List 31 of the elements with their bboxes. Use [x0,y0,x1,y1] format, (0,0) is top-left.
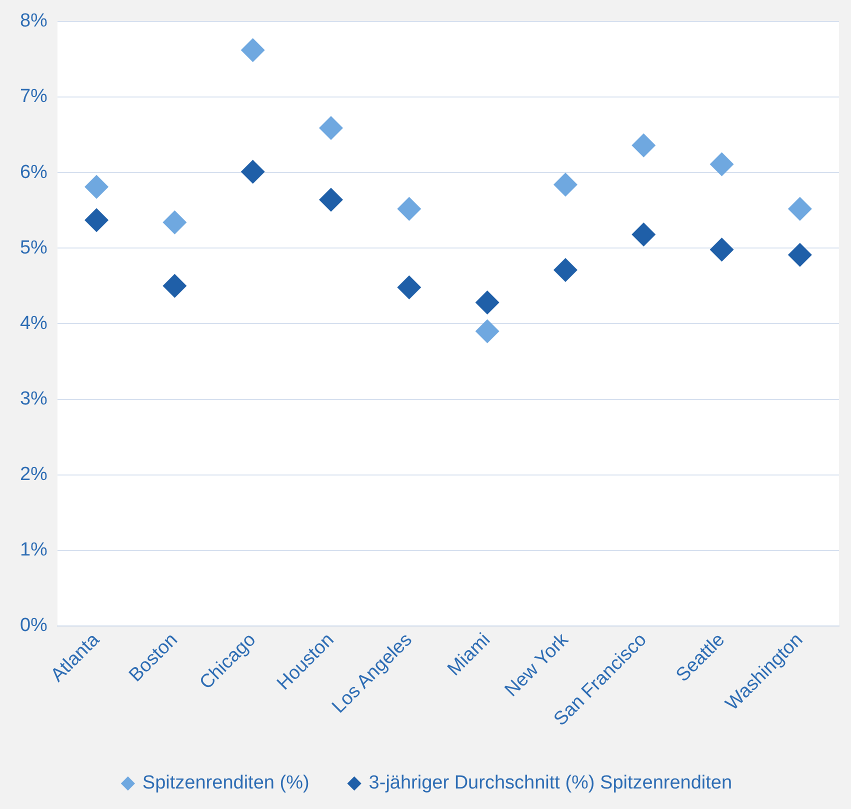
legend-label: 3-jähriger Durchschnitt (%) Spitzenrenditen [368,772,732,794]
y-tick-label: 2% [20,464,48,486]
point [397,196,422,221]
y-tick-label: 7% [20,86,48,108]
point [240,38,265,62]
point [319,188,343,212]
point [788,242,812,267]
point [84,174,109,199]
point [475,290,500,315]
y-tick-label: 3% [20,388,48,410]
point [632,133,656,158]
legend-label: Spitzenrenditen (%) [142,772,310,794]
point [710,238,734,262]
point [162,274,187,298]
point [553,172,578,197]
point [710,152,734,176]
point [397,275,422,300]
y-tick-label: 1% [20,540,48,561]
y-tick-label: 5% [20,237,48,258]
point [632,222,656,247]
point [553,258,578,282]
point [475,319,500,344]
y-tick-label: 0% [20,615,48,636]
y-tick-label: 6% [20,162,48,183]
y-tick-label: 4% [20,312,48,334]
point [319,116,343,140]
point [788,196,812,221]
y-tick-label: 8% [20,10,48,32]
point [240,160,265,184]
point [84,208,109,232]
point [162,210,187,234]
